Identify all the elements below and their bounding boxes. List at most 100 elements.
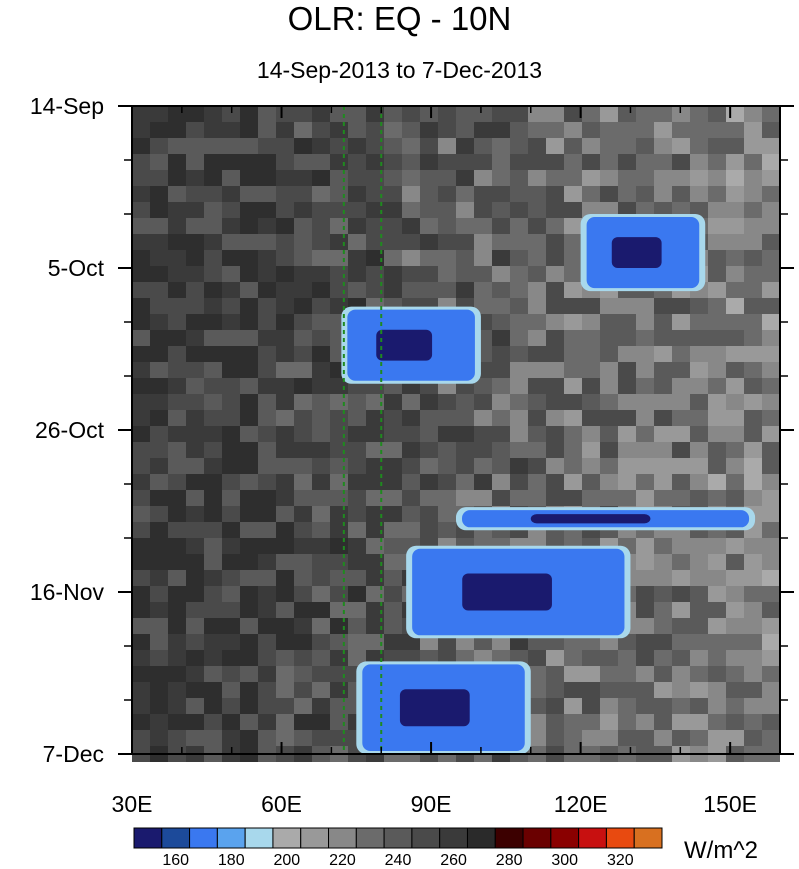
field-cell (618, 330, 636, 346)
field-cell (294, 282, 312, 298)
field-cell (276, 570, 294, 586)
field-cell (294, 586, 312, 602)
field-cell (258, 234, 276, 250)
field-cell (726, 602, 744, 618)
field-cell (402, 138, 420, 154)
field-cell (708, 698, 726, 714)
field-cell (222, 186, 240, 202)
field-cell (726, 330, 744, 346)
colorbar-swatch (300, 827, 330, 849)
y-tick-label: 14-Sep (30, 93, 104, 119)
field-cell (294, 682, 312, 698)
field-cell (420, 522, 438, 538)
field-cell (168, 394, 186, 410)
field-cell (258, 346, 276, 362)
field-cell (600, 458, 618, 474)
field-cell (438, 506, 456, 522)
field-cell (618, 426, 636, 442)
field-cell (510, 250, 528, 266)
field-cell (276, 698, 294, 714)
field-cell (636, 714, 654, 730)
field-cell (726, 106, 744, 122)
field-cell (492, 234, 510, 250)
field-cell (564, 650, 582, 666)
field-cell (708, 666, 726, 682)
field-cell (726, 170, 744, 186)
field-cell (690, 634, 708, 650)
convection-peak (376, 329, 433, 361)
field-cell (708, 458, 726, 474)
field-cell (528, 282, 546, 298)
field-cell (186, 346, 204, 362)
field-cell (636, 730, 654, 746)
field-cell (402, 186, 420, 202)
field-cell (294, 186, 312, 202)
field-cell (132, 538, 150, 554)
field-cell (636, 554, 654, 570)
field-cell (186, 282, 204, 298)
field-cell (366, 282, 384, 298)
field-cell (744, 554, 762, 570)
field-cell (726, 234, 744, 250)
field-cell (204, 202, 222, 218)
field-cell (168, 602, 186, 618)
field-cell (726, 458, 744, 474)
field-cell (582, 474, 600, 490)
field-cell (708, 202, 726, 218)
field-cell (654, 602, 672, 618)
field-cell (420, 138, 438, 154)
field-cell (546, 106, 564, 122)
field-cell (744, 186, 762, 202)
field-cell (168, 234, 186, 250)
field-cell (600, 650, 618, 666)
field-cell (132, 522, 150, 538)
field-cell (366, 186, 384, 202)
field-cell (312, 634, 330, 650)
field-cell (132, 442, 150, 458)
field-cell (312, 170, 330, 186)
field-cell (654, 426, 672, 442)
field-cell (168, 490, 186, 506)
field-cell (636, 586, 654, 602)
field-cell (600, 314, 618, 330)
field-cell (132, 426, 150, 442)
field-cell (636, 474, 654, 490)
field-cell (618, 362, 636, 378)
field-cell (564, 218, 582, 234)
field-cell (276, 490, 294, 506)
field-cell (384, 538, 402, 554)
field-cell (690, 682, 708, 698)
field-cell (150, 682, 168, 698)
field-cell (474, 458, 492, 474)
field-cell (204, 122, 222, 138)
field-cell (726, 474, 744, 490)
field-cell (726, 122, 744, 138)
field-cell (348, 442, 366, 458)
field-cell (510, 458, 528, 474)
field-cell (726, 730, 744, 746)
field-cell (312, 202, 330, 218)
field-cell (312, 122, 330, 138)
field-cell (564, 122, 582, 138)
field-cell (690, 490, 708, 506)
field-cell (186, 458, 204, 474)
field-cell (438, 186, 456, 202)
field-cell (168, 506, 186, 522)
field-cell (330, 474, 348, 490)
field-cell (132, 554, 150, 570)
field-cell (474, 122, 492, 138)
colorbar-units: W/m^2 (684, 837, 758, 864)
field-cell (276, 154, 294, 170)
field-cell (204, 714, 222, 730)
field-cell (582, 458, 600, 474)
field-cell (672, 618, 690, 634)
field-cell (582, 730, 600, 746)
field-cell (510, 218, 528, 234)
field-cell (726, 554, 744, 570)
field-cell (222, 394, 240, 410)
field-cell (564, 138, 582, 154)
field-cell (276, 218, 294, 234)
field-cell (186, 730, 204, 746)
field-cell (762, 346, 780, 362)
field-cell (618, 682, 636, 698)
